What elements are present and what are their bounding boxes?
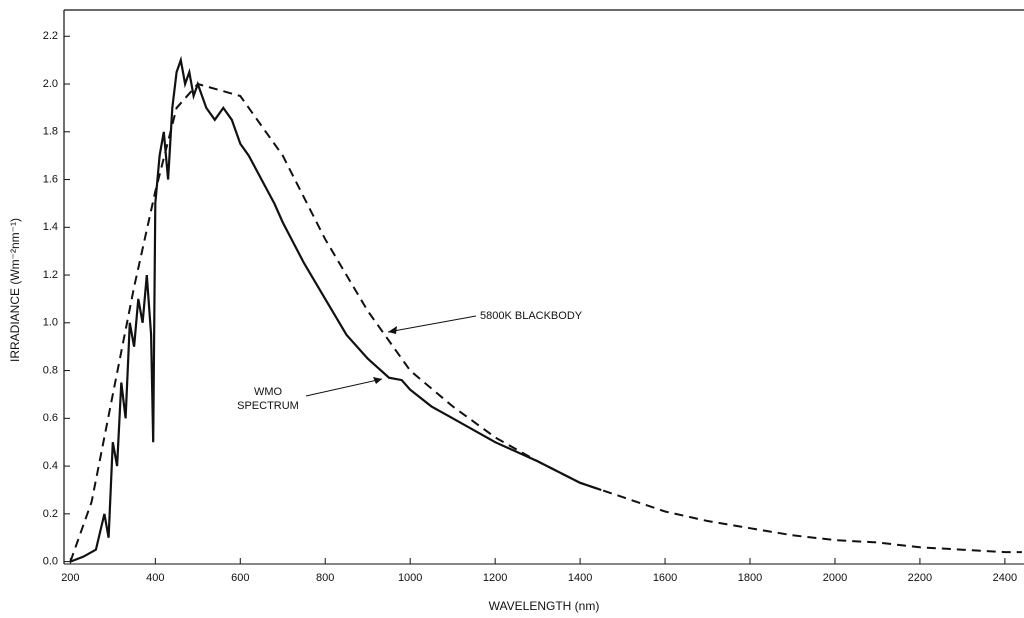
annotation: WMO xyxy=(254,386,283,398)
annotation: 5800K BLACKBODY xyxy=(480,310,583,322)
y-tick-label: 1.8 xyxy=(43,126,58,138)
x-tick-label: 1600 xyxy=(653,572,677,584)
y-tick-label: 0.4 xyxy=(43,460,58,472)
y-tick-label: 2.0 xyxy=(43,78,58,90)
y-tick-label: 0.2 xyxy=(43,508,58,520)
x-tick-label: 2200 xyxy=(908,572,932,584)
arrow-head xyxy=(388,326,397,334)
blackbody-line xyxy=(69,82,1022,562)
x-tick-label: 1000 xyxy=(398,572,422,584)
x-tick-label: 2000 xyxy=(823,572,847,584)
y-tick-label: 2.2 xyxy=(43,30,58,42)
x-tick-label: 600 xyxy=(231,572,249,584)
annotation-arrow xyxy=(387,315,477,333)
x-axis-title: WAVELENGTH (nm) xyxy=(489,599,600,613)
annotation-arrow xyxy=(305,378,383,397)
y-tick-label: 1.2 xyxy=(43,269,58,281)
spectrum-line xyxy=(70,55,602,563)
x-tick-label: 200 xyxy=(61,572,79,584)
y-tick-label: 0.0 xyxy=(43,556,58,568)
y-tick-label: 0.8 xyxy=(43,364,58,376)
x-tick-label: 400 xyxy=(146,572,164,584)
y-tick-label: 1.0 xyxy=(43,317,58,329)
x-tick-label: 2400 xyxy=(993,572,1017,584)
x-tick-label: 800 xyxy=(316,572,334,584)
annotation: SPECTRUM xyxy=(237,400,299,412)
x-tick-label: 1400 xyxy=(568,572,592,584)
x-tick-label: 1800 xyxy=(738,572,762,584)
y-tick-label: 1.6 xyxy=(43,173,58,185)
x-tick-label: 1200 xyxy=(483,572,507,584)
y-tick-label: 0.6 xyxy=(43,412,58,424)
arrow-head xyxy=(373,377,382,384)
y-axis-title: IRRADIANCE (Wm⁻²nm⁻¹) xyxy=(8,218,22,362)
y-tick-label: 1.4 xyxy=(43,221,58,233)
